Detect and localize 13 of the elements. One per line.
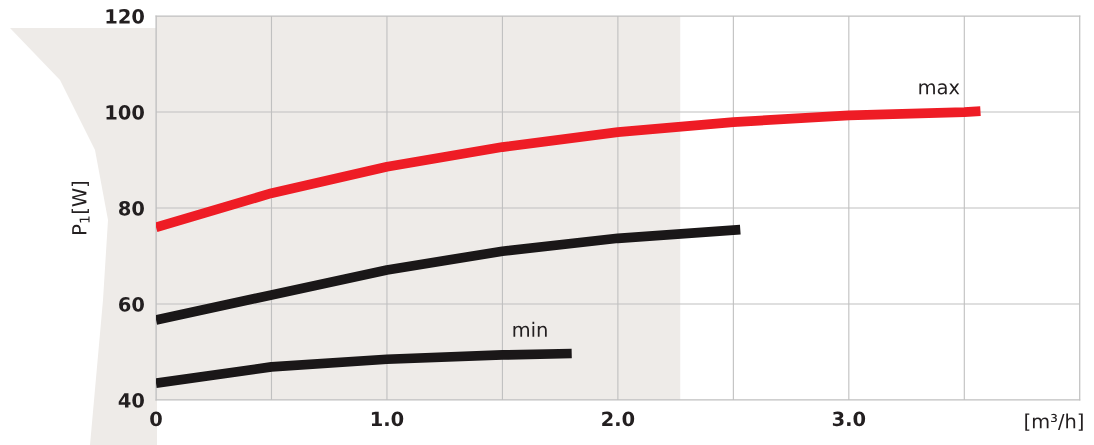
x-tick-label: 2.0 — [602, 411, 635, 427]
series-label: min — [513, 321, 547, 337]
x-axis-title: [m³/h] — [1025, 413, 1083, 431]
y-axis-title: P$_{1}$[W] — [71, 182, 90, 234]
x-tick-label: 3.0 — [832, 411, 866, 427]
y-tick-label: 80 — [119, 200, 144, 216]
y-tick-label: 60 — [119, 297, 144, 312]
y-tick-label: 40 — [118, 393, 144, 408]
y-tick-label: 100 — [106, 104, 144, 120]
y-tick-label: 120 — [106, 8, 144, 24]
x-tick-label: 0 — [150, 411, 162, 427]
series-label: max — [919, 83, 960, 95]
x-tick-label: 1.0 — [371, 411, 404, 427]
